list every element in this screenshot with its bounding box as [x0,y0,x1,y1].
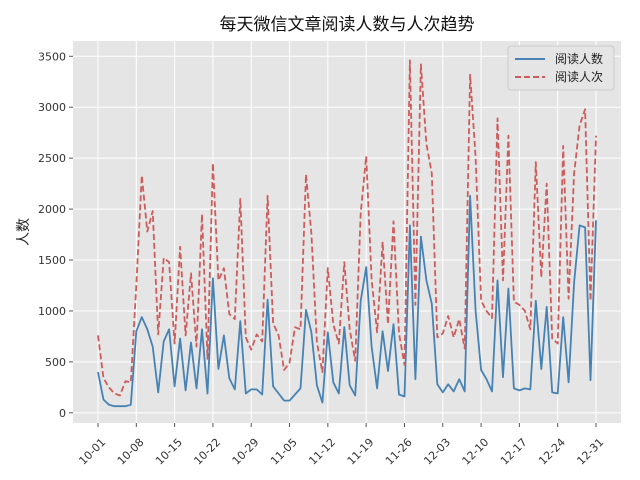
x-tick-label: 12-03 [421,436,453,468]
y-tick-label: 500 [45,356,66,369]
x-tick-label: 11-05 [268,436,300,468]
legend: 阅读人数 阅读人次 [507,45,615,91]
x-tick-label: 12-31 [574,436,606,468]
x-tick-label: 12-10 [460,436,492,468]
y-tick-label: 2000 [38,203,66,216]
x-tick-label: 12-17 [498,436,530,468]
series-line-reading-people [97,194,597,408]
x-tick-label: 11-19 [345,436,377,468]
x-tick-label: 10-22 [191,436,223,468]
y-axis-label: 人数 [16,218,32,246]
x-tick-label: 10-01 [76,436,108,468]
y-tick-label: 2500 [38,152,66,165]
x-tick-label: 10-29 [230,436,262,468]
x-tick-label: 11-26 [383,436,415,468]
legend-box [507,45,615,91]
y-tick-label: 1000 [38,305,66,318]
y-tick-label: 1500 [38,254,66,267]
legend-label-reading-people: 阅读人数 [555,51,603,66]
y-tick-label: 3000 [38,101,66,114]
x-tick-label: 12-24 [536,436,568,468]
x-tick-label: 10-08 [115,436,147,468]
legend-label-reading-times: 阅读人次 [555,70,603,84]
x-tick-label: 11-12 [306,436,338,468]
y-tick-label: 0 [59,407,66,420]
chart-title: 每天微信文章阅读人数与人次趋势 [220,15,475,35]
series-layer [97,59,597,408]
x-tick-label: 10-15 [153,436,185,468]
y-tick-label: 3500 [38,50,66,63]
